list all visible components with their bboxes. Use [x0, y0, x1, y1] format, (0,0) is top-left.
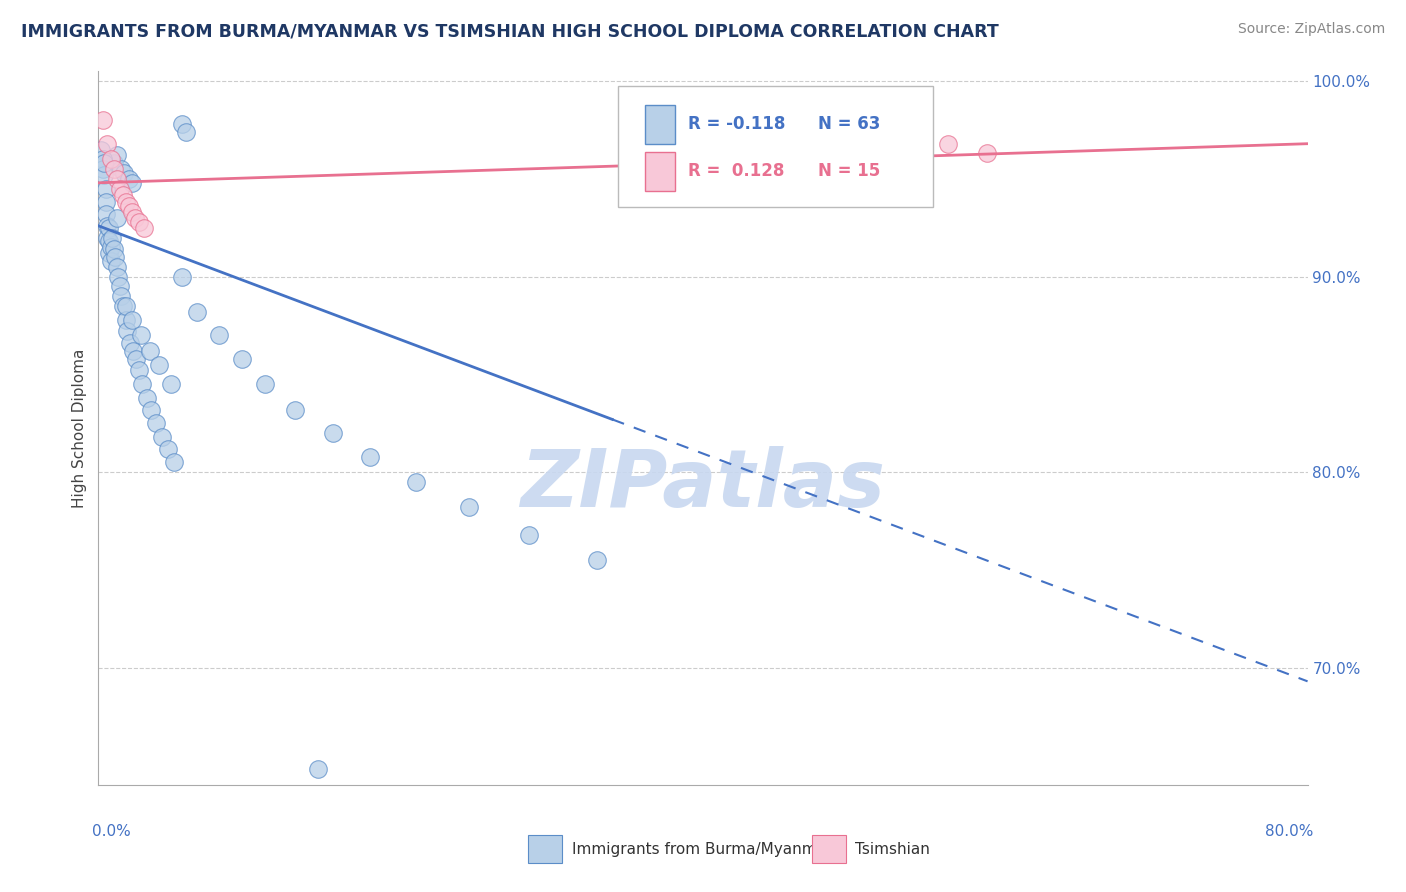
Point: [96, 136, 118, 151]
Point: [307, 762, 329, 776]
Point: [103, 156, 125, 170]
Point: [112, 166, 135, 180]
Point: [91, 113, 114, 128]
Point: [100, 153, 122, 167]
Text: R =  0.128: R = 0.128: [689, 162, 785, 180]
Point: [118, 172, 141, 186]
Point: [586, 553, 609, 567]
Point: [91, 162, 114, 177]
Point: [208, 328, 231, 343]
Point: [93, 156, 115, 170]
Point: [114, 195, 136, 210]
Point: [96, 219, 118, 233]
FancyBboxPatch shape: [645, 152, 675, 191]
Point: [174, 125, 197, 139]
Point: [118, 199, 141, 213]
Point: [120, 336, 142, 351]
Text: Tsimshian: Tsimshian: [855, 842, 931, 856]
Point: [139, 343, 162, 358]
Point: [115, 325, 138, 339]
Point: [170, 117, 193, 131]
Point: [936, 136, 959, 151]
Point: [131, 377, 153, 392]
Point: [148, 358, 170, 372]
Point: [107, 269, 129, 284]
Point: [122, 343, 145, 358]
Text: N = 63: N = 63: [818, 115, 880, 133]
Point: [105, 172, 128, 186]
Point: [94, 195, 117, 210]
Point: [457, 500, 479, 515]
Point: [93, 168, 115, 182]
Point: [284, 402, 307, 417]
Point: [170, 269, 193, 284]
Text: R = -0.118: R = -0.118: [689, 115, 786, 133]
Point: [94, 182, 117, 196]
Point: [96, 230, 118, 244]
Point: [145, 417, 167, 431]
Point: [114, 299, 136, 313]
Point: [517, 527, 540, 541]
Point: [98, 246, 121, 260]
Point: [121, 176, 143, 190]
FancyBboxPatch shape: [619, 86, 932, 207]
Text: Source: ZipAtlas.com: Source: ZipAtlas.com: [1237, 22, 1385, 37]
Point: [129, 328, 152, 343]
Point: [163, 455, 186, 469]
Point: [110, 289, 132, 303]
Point: [976, 146, 998, 161]
Point: [94, 207, 117, 221]
Point: [322, 425, 344, 440]
Point: [105, 148, 128, 162]
Point: [135, 391, 157, 405]
Point: [90, 143, 112, 157]
Point: [111, 187, 134, 202]
Text: N = 15: N = 15: [818, 162, 880, 180]
Point: [100, 254, 122, 268]
Point: [141, 402, 163, 417]
Point: [121, 205, 143, 219]
Point: [91, 153, 114, 167]
Point: [160, 377, 183, 392]
Point: [105, 260, 128, 274]
Y-axis label: High School Diploma: High School Diploma: [72, 349, 87, 508]
Point: [186, 305, 208, 319]
Point: [98, 235, 121, 249]
Point: [124, 211, 146, 225]
Point: [111, 299, 134, 313]
Point: [128, 363, 150, 377]
Point: [114, 312, 136, 326]
Point: [108, 182, 131, 196]
Point: [100, 240, 122, 254]
Point: [105, 211, 128, 225]
Point: [132, 220, 155, 235]
Point: [104, 250, 127, 264]
FancyBboxPatch shape: [645, 105, 675, 145]
Point: [253, 377, 276, 392]
Point: [405, 475, 427, 489]
Text: 80.0%: 80.0%: [1265, 824, 1313, 839]
Point: [103, 242, 125, 256]
FancyBboxPatch shape: [527, 835, 561, 863]
Point: [125, 351, 148, 366]
Text: ZIPatlas: ZIPatlas: [520, 446, 886, 524]
Text: 0.0%: 0.0%: [93, 824, 131, 839]
Point: [128, 215, 150, 229]
Point: [101, 230, 124, 244]
Point: [108, 279, 131, 293]
FancyBboxPatch shape: [811, 835, 845, 863]
Text: Immigrants from Burma/Myanmar: Immigrants from Burma/Myanmar: [572, 842, 832, 856]
Point: [98, 220, 121, 235]
Point: [121, 312, 143, 326]
Point: [231, 351, 253, 366]
Point: [103, 162, 125, 177]
Text: IMMIGRANTS FROM BURMA/MYANMAR VS TSIMSHIAN HIGH SCHOOL DIPLOMA CORRELATION CHART: IMMIGRANTS FROM BURMA/MYANMAR VS TSIMSHI…: [21, 22, 998, 40]
Point: [360, 450, 382, 464]
Point: [150, 430, 173, 444]
Point: [156, 442, 179, 456]
Point: [110, 162, 132, 177]
